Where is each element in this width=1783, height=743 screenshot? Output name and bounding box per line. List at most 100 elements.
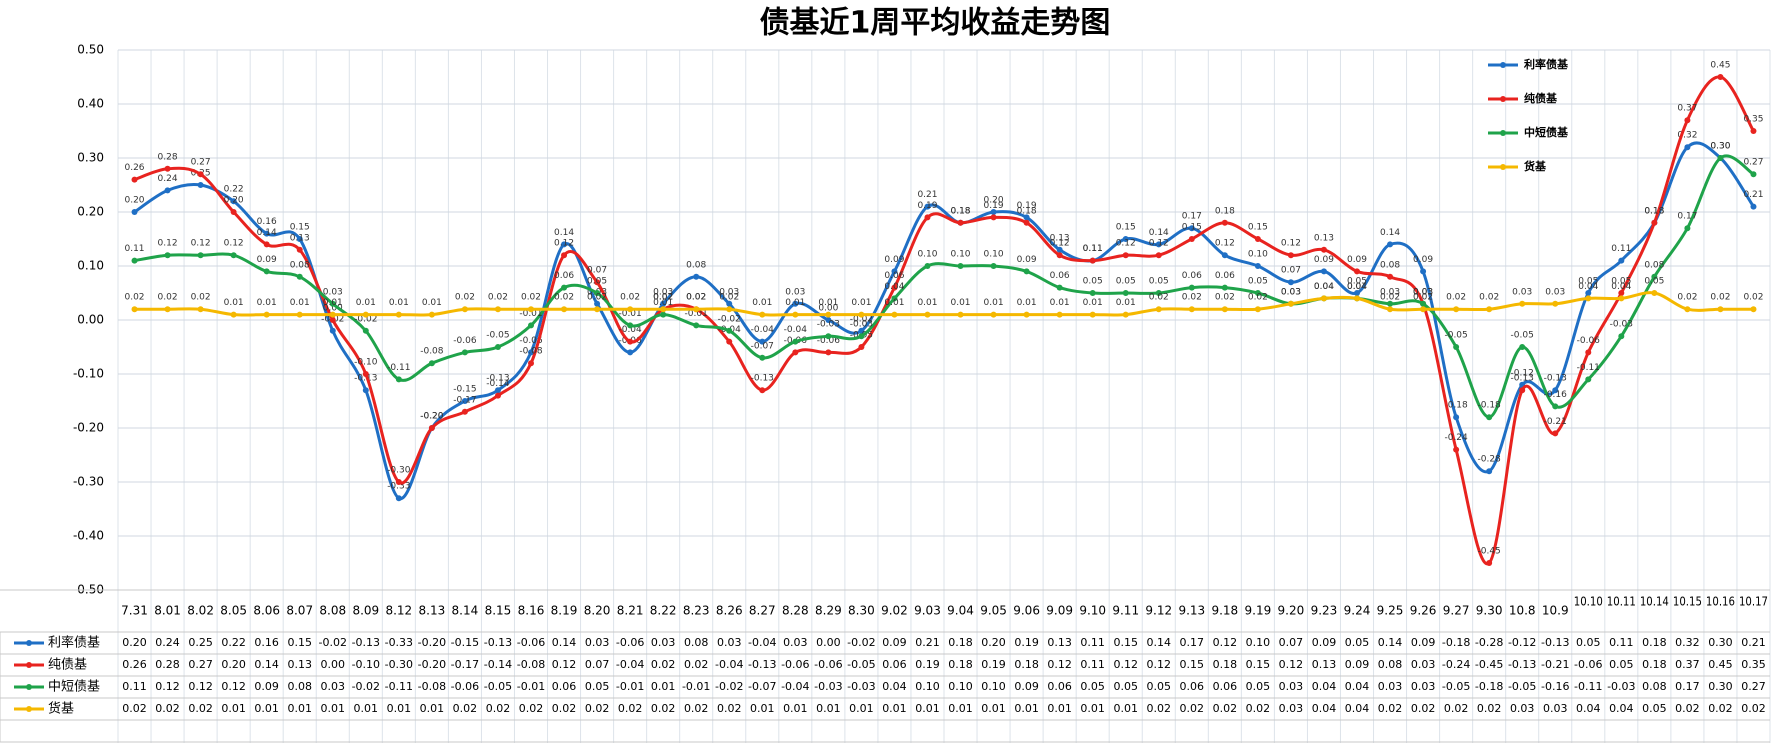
point <box>891 284 898 291</box>
table-cell: 0.03 <box>1279 702 1304 715</box>
x-tick-label: 8.20 <box>584 604 611 618</box>
data-label: 0.13 <box>1314 233 1334 243</box>
point <box>1486 560 1493 566</box>
data-label: 0.12 <box>224 239 244 249</box>
data-label: 0.21 <box>917 190 937 200</box>
data-label: -0.06 <box>817 336 841 346</box>
data-label: 0.02 <box>191 293 211 303</box>
point <box>627 322 634 329</box>
table-cell: -0.03 <box>847 680 875 693</box>
table-cell: 0.13 <box>1312 658 1337 671</box>
table-cell: 0.02 <box>122 702 147 715</box>
table-cell: 0.02 <box>552 702 577 715</box>
data-label: -0.01 <box>519 309 542 319</box>
table-cell: 0.06 <box>552 680 577 693</box>
table-cell: 0.01 <box>321 702 346 715</box>
data-label: 0.08 <box>1380 260 1400 270</box>
table-cell: -0.20 <box>418 636 446 649</box>
table-cell: 0.02 <box>519 702 544 715</box>
data-label: 0.00 <box>323 304 343 314</box>
data-label: 0.01 <box>290 298 310 308</box>
point <box>230 311 237 318</box>
table-cell: 0.01 <box>387 702 412 715</box>
x-tick-label: 7.31 <box>121 604 148 618</box>
x-tick-label: 9.27 <box>1443 604 1470 618</box>
x-tick-label: 8.12 <box>385 604 412 618</box>
table-cell: 0.18 <box>948 658 973 671</box>
x-tick-label: 8.16 <box>518 604 545 618</box>
point <box>1750 128 1757 134</box>
point <box>594 300 601 307</box>
point <box>1221 284 1228 291</box>
table-cell: -0.17 <box>451 658 479 671</box>
data-label: -0.04 <box>751 325 775 335</box>
table-cell: 0.12 <box>1213 636 1238 649</box>
x-tick-label: 9.10 <box>1079 604 1106 618</box>
x-tick-label: 8.13 <box>419 604 446 618</box>
point <box>329 311 336 318</box>
point <box>957 263 964 269</box>
data-label: 0.02 <box>521 293 541 303</box>
point <box>1188 225 1195 232</box>
table-cell: 0.12 <box>1113 658 1138 671</box>
data-label: 0.07 <box>587 266 607 276</box>
table-cell: 0.03 <box>1378 680 1403 693</box>
point <box>891 311 898 318</box>
data-label: 0.02 <box>1182 293 1202 303</box>
data-label: -0.13 <box>1544 374 1567 384</box>
table-cell: 0.12 <box>188 680 213 693</box>
table-cell: 0.22 <box>221 636 246 649</box>
data-label: -0.15 <box>453 385 476 395</box>
x-tick-label: 8.19 <box>551 604 578 618</box>
table-cell: 0.01 <box>882 702 907 715</box>
point <box>1287 252 1294 259</box>
point <box>263 311 270 318</box>
table-cell: 0.10 <box>1246 636 1271 649</box>
data-label: 0.02 <box>1215 293 1235 303</box>
point <box>395 376 402 383</box>
x-tick-label: 8.07 <box>286 604 313 618</box>
table-cell: -0.02 <box>319 636 347 649</box>
table-cell: -0.06 <box>616 636 644 649</box>
table-cell: 0.21 <box>1741 636 1766 649</box>
x-tick-label: 9.24 <box>1344 604 1371 618</box>
data-label: 0.02 <box>587 293 607 303</box>
table-cell: -0.06 <box>517 636 545 649</box>
point <box>1552 300 1559 307</box>
table-legend-marker <box>26 706 32 712</box>
table-cell: 0.13 <box>287 658 312 671</box>
point <box>792 300 799 307</box>
data-label: 0.11 <box>1611 244 1631 254</box>
table-cell: 0.01 <box>420 702 445 715</box>
table-cell: 0.32 <box>1675 636 1700 649</box>
x-tick-label: 8.01 <box>154 604 181 618</box>
point <box>230 198 237 205</box>
point <box>1585 376 1592 383</box>
point <box>528 306 534 313</box>
chart-title: 债基近1周平均收益走势图 <box>760 6 1111 41</box>
data-label: 0.18 <box>1644 206 1664 216</box>
legend-marker <box>1500 62 1506 68</box>
point <box>561 241 568 248</box>
table-cell: -0.05 <box>1508 680 1536 693</box>
table-cell: 0.09 <box>1345 658 1370 671</box>
point <box>164 165 171 172</box>
point <box>924 263 931 269</box>
legend-label: 货基 <box>1523 159 1547 173</box>
data-label: 0.09 <box>1413 255 1433 265</box>
x-tick-label: 10.9 <box>1542 604 1569 618</box>
data-label: 0.03 <box>1512 287 1532 297</box>
point <box>1618 290 1625 296</box>
point <box>197 182 204 188</box>
table-cell: 0.01 <box>221 702 246 715</box>
table-cell: 0.01 <box>1113 702 1138 715</box>
table-cell: 0.06 <box>882 658 907 671</box>
data-label: 0.06 <box>554 271 574 281</box>
point <box>1684 306 1691 313</box>
data-label: -0.16 <box>1544 390 1568 400</box>
point <box>858 311 865 318</box>
point <box>1585 290 1592 296</box>
table-cell: -0.03 <box>1607 680 1635 693</box>
table-cell: 0.01 <box>287 702 312 715</box>
table-cell: 0.02 <box>188 702 213 715</box>
